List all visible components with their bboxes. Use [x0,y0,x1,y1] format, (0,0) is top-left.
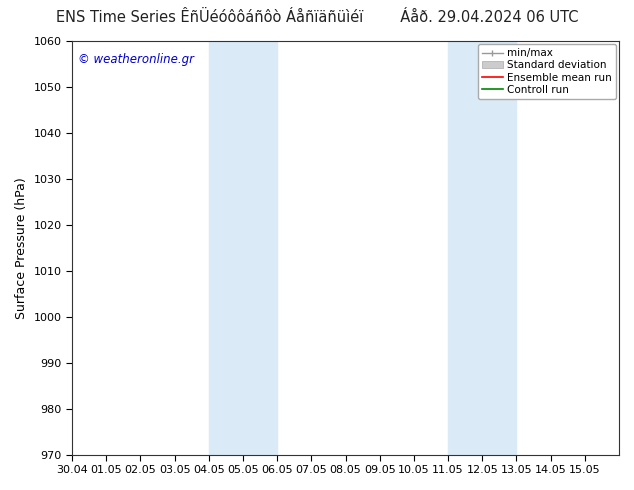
Text: © weatheronline.gr: © weatheronline.gr [77,53,193,67]
Bar [448,41,517,455]
Text: ENS Time Series ÊñÜéóôôáñôò Áåñïäñüìéï        Áåð. 29.04.2024 06 UTC: ENS Time Series ÊñÜéóôôáñôò Áåñïäñüìéï Á… [56,10,578,25]
Legend: min/max, Standard deviation, Ensemble mean run, Controll run: min/max, Standard deviation, Ensemble me… [478,44,616,99]
Y-axis label: Surface Pressure (hPa): Surface Pressure (hPa) [15,177,28,318]
Bar [209,41,277,455]
